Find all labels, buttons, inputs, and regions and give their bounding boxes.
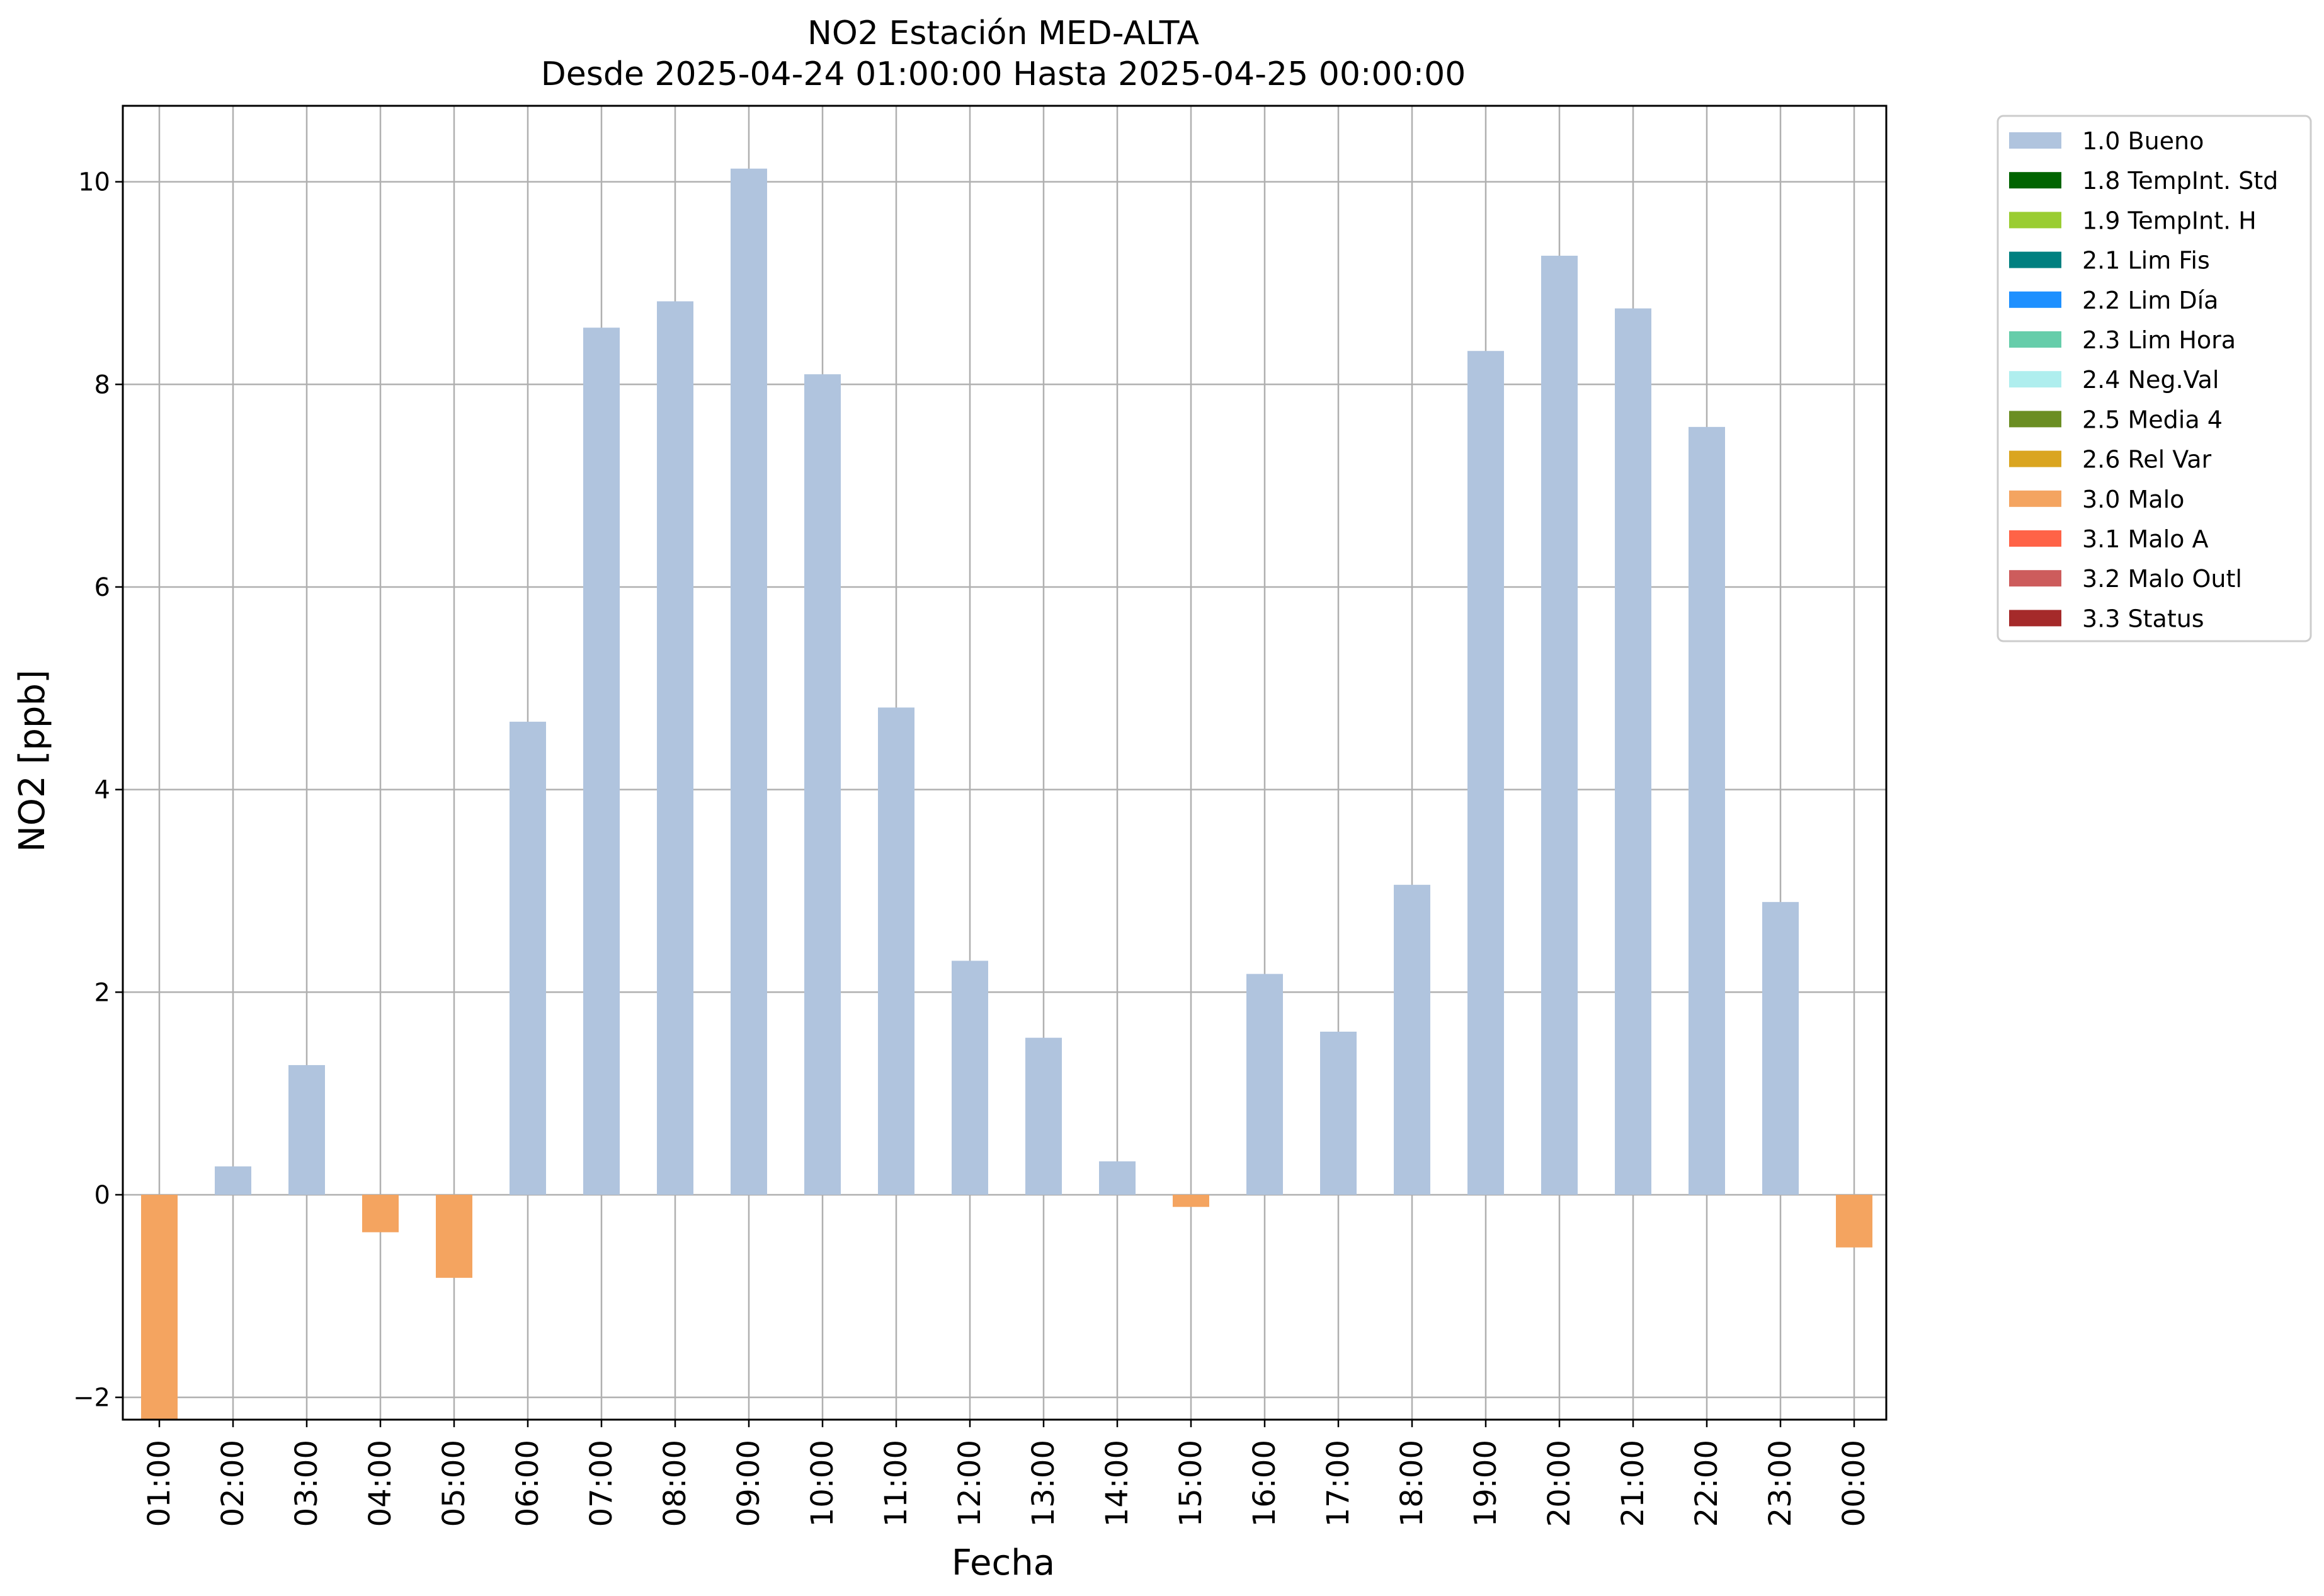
x-tick-label: 09:00 <box>731 1440 766 1527</box>
chart-subtitle: Desde 2025-04-24 01:00:00 Hasta 2025-04-… <box>541 55 1466 93</box>
bar-1500 <box>1173 1194 1209 1207</box>
y-tick-label: 4 <box>94 776 110 805</box>
legend-label: 2.3 Lim Hora <box>2082 326 2236 354</box>
legend-label: 2.5 Media 4 <box>2082 406 2223 433</box>
x-tick-label: 04:00 <box>363 1440 398 1527</box>
x-tick-label: 00:00 <box>1837 1440 1872 1527</box>
bar-0400 <box>362 1194 399 1233</box>
bar-0800 <box>657 301 693 1195</box>
x-tick-label: 22:00 <box>1689 1440 1724 1527</box>
legend-label: 3.3 Status <box>2082 605 2204 632</box>
bar-2300 <box>1762 902 1799 1195</box>
legend-swatch <box>2009 371 2061 388</box>
legend-label: 3.1 Malo A <box>2082 525 2208 553</box>
bar-0100 <box>141 1194 178 1420</box>
legend-swatch <box>2009 212 2061 229</box>
legend: 1.0 Bueno 1.8 TempInt. Std 1.9 TempInt. H 2… <box>1996 115 2312 642</box>
legend-swatch <box>2009 610 2061 627</box>
legend-swatch <box>2009 530 2061 547</box>
x-tick-label: 11:00 <box>879 1440 914 1527</box>
bar-0600 <box>510 721 546 1195</box>
legend-swatch <box>2009 570 2061 587</box>
bar-0500 <box>436 1194 472 1278</box>
x-tick-label: 08:00 <box>658 1440 693 1527</box>
x-tick-label: 17:00 <box>1321 1440 1356 1527</box>
legend-swatch <box>2009 172 2061 189</box>
bar-1700 <box>1320 1032 1357 1195</box>
legend-swatch <box>2009 490 2061 507</box>
bar-0900 <box>731 168 767 1195</box>
y-tick-label: −2 <box>73 1384 110 1413</box>
x-tick-label: 06:00 <box>510 1440 545 1527</box>
y-axis-ticks: −2 0 2 4 6 8 10 <box>73 168 123 1413</box>
x-tick-label: 18:00 <box>1394 1440 1430 1527</box>
bar-0000 <box>1836 1194 1872 1248</box>
bar-0700 <box>583 328 620 1195</box>
chart-title: NO2 Estación MED-ALTA <box>807 14 1199 52</box>
x-tick-label: 19:00 <box>1468 1440 1503 1527</box>
x-tick-label: 10:00 <box>805 1440 840 1527</box>
legend-swatch <box>2009 251 2061 268</box>
bar-1200 <box>952 960 988 1195</box>
y-tick-label: 6 <box>94 573 110 602</box>
y-tick-label: 10 <box>78 168 110 197</box>
x-tick-label: 13:00 <box>1026 1440 1061 1527</box>
y-tick-label: 0 <box>94 1181 110 1210</box>
legend-label: 1.0 Bueno <box>2082 127 2204 155</box>
bar-1400 <box>1099 1161 1136 1195</box>
legend-label: 2.6 Rel Var <box>2082 446 2212 474</box>
legend-label: 2.2 Lim Día <box>2082 287 2218 314</box>
x-tick-label: 03:00 <box>289 1440 324 1527</box>
x-axis-label: Fecha <box>952 1542 1055 1583</box>
bars <box>141 168 1872 1420</box>
legend-swatch <box>2009 450 2061 467</box>
y-tick-label: 8 <box>94 370 110 399</box>
legend-label: 1.8 TempInt. Std <box>2082 167 2278 195</box>
bar-1600 <box>1246 974 1283 1195</box>
legend-frame <box>1996 115 2312 642</box>
x-tick-label: 07:00 <box>584 1440 619 1527</box>
legend-label: 1.9 TempInt. H <box>2082 207 2257 234</box>
bar-0200 <box>215 1166 251 1195</box>
legend-swatch <box>2009 411 2061 428</box>
plot-frame <box>122 105 1888 1421</box>
x-tick-label: 21:00 <box>1615 1440 1651 1527</box>
x-axis-ticks: 01:00 02:00 03:00 04:00 05:00 06:00 07:00 08:00… <box>142 1420 1872 1527</box>
x-tick-label: 16:00 <box>1247 1440 1282 1527</box>
x-tick-label: 15:00 <box>1173 1440 1209 1527</box>
x-tick-label: 20:00 <box>1542 1440 1577 1527</box>
legend-swatch <box>2009 331 2061 348</box>
x-tick-label: 12:00 <box>952 1440 988 1527</box>
legend-label: 2.4 Neg.Val <box>2082 366 2219 394</box>
x-tick-label: 23:00 <box>1763 1440 1798 1527</box>
bar-2200 <box>1689 426 1725 1195</box>
bar-1900 <box>1467 351 1504 1195</box>
y-axis-label: NO2 [ppb] <box>12 670 53 852</box>
bar-1100 <box>878 707 914 1195</box>
bar-1000 <box>804 374 841 1195</box>
legend-label: 3.2 Malo Outl <box>2082 565 2242 593</box>
bar-0300 <box>288 1065 325 1195</box>
legend-swatch <box>2009 291 2061 308</box>
x-tick-label: 05:00 <box>436 1440 472 1527</box>
y-tick-label: 2 <box>94 978 110 1007</box>
legend-label: 2.1 Lim Fis <box>2082 247 2210 275</box>
bar-1800 <box>1394 884 1430 1195</box>
bar-1300 <box>1025 1037 1062 1195</box>
x-tick-label: 02:00 <box>215 1440 251 1527</box>
x-tick-label: 14:00 <box>1100 1440 1135 1527</box>
legend-label: 3.0 Malo <box>2082 486 2184 513</box>
x-tick-label: 01:00 <box>142 1440 177 1527</box>
bar-2000 <box>1541 256 1578 1195</box>
bar-2100 <box>1615 308 1651 1195</box>
legend-swatch <box>2009 132 2061 149</box>
